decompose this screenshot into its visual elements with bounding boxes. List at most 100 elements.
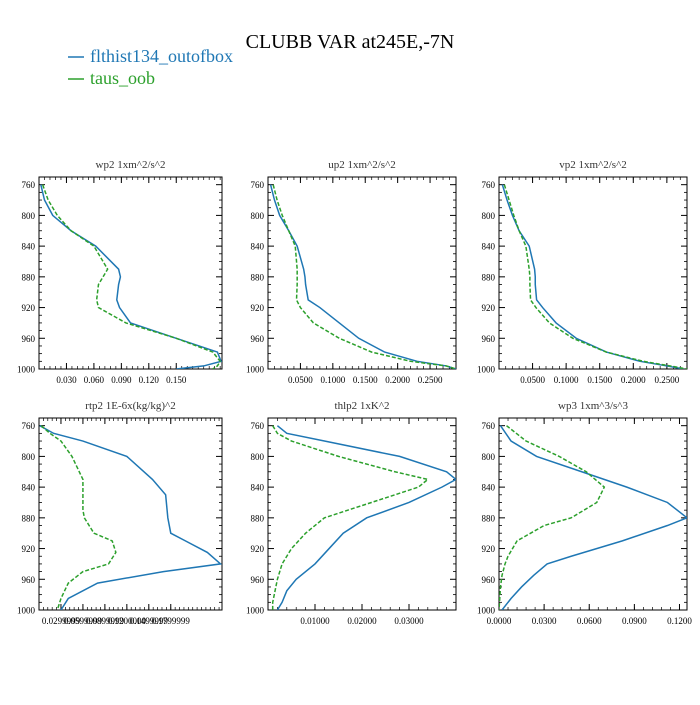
panel-0: wp2 1xm^2/s^2 760 800 840 880 920 960 1000 0.030…	[17, 159, 223, 385]
y-tick-label: 920	[482, 303, 496, 313]
x-tick-label: 0.0900	[622, 616, 647, 626]
x-tick-label: 0.1000	[320, 375, 345, 385]
y-tick-label: 800	[22, 211, 36, 221]
series-line-flthist134-outofbox	[39, 425, 222, 610]
x-tick-label: 0.2000	[621, 375, 646, 385]
series-line-taus-oob	[499, 425, 606, 610]
x-tick-label: 0.01000	[300, 616, 330, 626]
panel-frame	[38, 417, 223, 611]
y-tick-label: 800	[251, 452, 265, 462]
x-tick-label: 0.1200000	[108, 616, 147, 626]
x-tick-label: 0.1499999	[130, 616, 169, 626]
y-tick-label: 960	[251, 334, 265, 344]
x-tick-label: 0.090	[111, 375, 132, 385]
panel-2: vp2 1xm^2/s^2 760 800 840 880 920 960 1000 0.050…	[477, 159, 688, 385]
y-tick-label: 840	[251, 242, 265, 252]
y-tick-label: 960	[22, 334, 36, 344]
y-tick-label: 960	[482, 575, 496, 585]
y-tick-label: 880	[482, 513, 496, 523]
x-tick-label: 0.120	[139, 375, 160, 385]
y-tick-label: 1000	[246, 365, 265, 375]
series-line-flthist134-outofbox	[40, 184, 222, 369]
panel-title: wp3 1xm^3/s^3	[558, 400, 628, 412]
x-tick-label: 0.150	[166, 375, 187, 385]
panel-title: rtp2 1E-6x(kg/kg)^2	[85, 400, 175, 412]
y-tick-label: 880	[482, 272, 496, 282]
legend-label-1: taus_oob	[90, 68, 155, 88]
y-tick-label: 840	[251, 483, 265, 493]
x-tick-label: 0.1500	[353, 375, 378, 385]
panel-title: up2 1xm^2/s^2	[328, 159, 395, 171]
panel-1: up2 1xm^2/s^2 760 800 840 880 920 960 1000 0.050…	[246, 159, 457, 385]
series-line-taus-oob	[503, 184, 687, 369]
y-tick-label: 960	[22, 575, 36, 585]
y-tick-label: 800	[22, 452, 36, 462]
panel-5: wp3 1xm^3/s^3 760 800 840 880 920 960 10000.000…	[477, 400, 692, 626]
y-tick-label: 920	[251, 303, 265, 313]
y-tick-label: 920	[482, 544, 496, 554]
x-tick-label: 0.0299999	[42, 616, 81, 626]
x-tick-label: 0.1000	[554, 375, 579, 385]
x-tick-label: 0.0300	[532, 616, 557, 626]
x-tick-label: 0.2500	[418, 375, 443, 385]
y-tick-label: 760	[22, 180, 36, 190]
x-tick-label: 0.02000	[347, 616, 377, 626]
series-line-taus-oob	[271, 425, 430, 610]
series-line-flthist134-outofbox	[269, 184, 456, 369]
y-tick-label: 840	[22, 483, 36, 493]
x-tick-label: 0.03000	[394, 616, 424, 626]
y-tick-label: 840	[482, 242, 496, 252]
x-tick-label: 0.0500	[520, 375, 545, 385]
panel-frame	[267, 176, 457, 370]
y-tick-label: 760	[251, 421, 265, 431]
x-tick-label: 0.2500	[654, 375, 679, 385]
series-line-taus-oob	[41, 184, 222, 369]
y-tick-label: 920	[22, 544, 36, 554]
y-tick-label: 960	[251, 575, 265, 585]
y-tick-label: 800	[482, 452, 496, 462]
y-tick-label: 920	[22, 303, 36, 313]
y-tick-label: 960	[482, 334, 496, 344]
y-tick-label: 800	[251, 211, 265, 221]
y-tick-label: 1000	[477, 365, 496, 375]
x-tick-label: 0.1500	[587, 375, 612, 385]
panel-frame	[498, 176, 688, 370]
x-tick-label: 0.1200	[667, 616, 692, 626]
y-tick-label: 760	[22, 421, 36, 431]
series-line-taus-oob	[272, 184, 456, 369]
panel-title: wp2 1xm^2/s^2	[96, 159, 166, 171]
y-tick-label: 760	[251, 180, 265, 190]
y-tick-label: 1000	[477, 606, 496, 616]
y-tick-label: 880	[22, 513, 36, 523]
y-tick-label: 880	[251, 272, 265, 282]
series-line-taus-oob	[40, 425, 117, 610]
panel-3: rtp2 1E-6x(kg/kg)^2 760 800 840 880 920 960 100…	[17, 400, 223, 626]
y-tick-label: 840	[22, 242, 36, 252]
x-tick-label: 0.0000	[487, 616, 512, 626]
panel-frame	[498, 417, 688, 611]
panel-title: thlp2 1xK^2	[335, 400, 390, 412]
y-tick-label: 1000	[246, 606, 265, 616]
y-tick-label: 760	[482, 421, 496, 431]
series-line-flthist134-outofbox	[276, 425, 456, 610]
y-tick-label: 880	[22, 272, 36, 282]
panel-title: vp2 1xm^2/s^2	[559, 159, 626, 171]
x-tick-label: 0.030	[56, 375, 77, 385]
x-tick-label: 0.0899999	[86, 616, 125, 626]
y-tick-label: 840	[482, 483, 496, 493]
y-tick-label: 1000	[17, 606, 36, 616]
x-tick-label: 0.0600	[577, 616, 602, 626]
y-tick-label: 920	[251, 544, 265, 554]
panel-4: thlp2 1xK^2 760 800 840 880 920 960 1000 0.01000…	[246, 400, 457, 626]
series-line-flthist134-outofbox	[499, 425, 687, 610]
x-tick-label: 0.0599999	[64, 616, 103, 626]
y-tick-label: 800	[482, 211, 496, 221]
x-tick-label: 0.1799999	[152, 616, 191, 626]
legend-label-0: flthist134_outofbox	[90, 46, 233, 66]
y-tick-label: 880	[251, 513, 265, 523]
chart-panels: wp2 1xm^2/s^2 760 800 840 880 920 960 1000 0.030…	[17, 159, 692, 626]
x-tick-label: 0.060	[84, 375, 105, 385]
